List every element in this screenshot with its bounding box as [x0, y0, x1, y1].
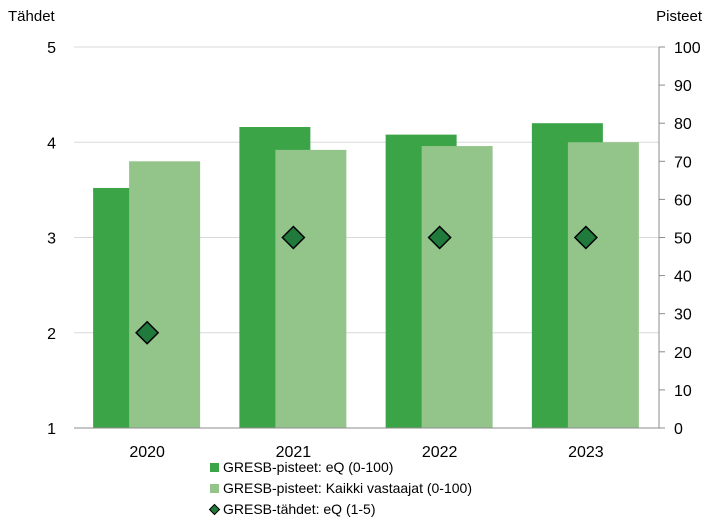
left-tick-label: 2	[47, 326, 56, 343]
legend-label: GRESB-pisteet: Kaikki vastaajat (0-100)	[223, 480, 472, 496]
left-tick-label: 1	[47, 421, 56, 438]
right-tick-label: 80	[674, 116, 692, 133]
legend-label: GRESB-pisteet: eQ (0-100)	[223, 459, 393, 475]
bar-all-2020	[129, 161, 201, 429]
right-tick-label: 40	[674, 269, 692, 286]
marker-stars-2020	[135, 320, 160, 345]
bar-all-2021	[275, 149, 347, 428]
right-tick-label: 20	[674, 345, 692, 362]
bar-all-2023	[567, 142, 639, 428]
category-label: 2022	[422, 444, 458, 461]
bar-all-2022	[421, 146, 493, 428]
marker-stars-2021	[281, 225, 306, 250]
legend-swatch	[208, 503, 221, 516]
left-tick-label: 3	[47, 231, 56, 248]
legend-label: GRESB-tähdet: eQ (1-5)	[223, 501, 376, 517]
right-tick-label: 100	[674, 40, 701, 57]
legend-swatch	[210, 463, 219, 472]
marker-stars-2022	[427, 225, 452, 250]
right-tick-label: 90	[674, 78, 692, 95]
legend: GRESB-pisteet: eQ (0-100) GRESB-pisteet: …	[208, 459, 472, 517]
right-tick-label: 60	[674, 192, 692, 209]
left-tick-label: 4	[47, 135, 56, 152]
right-axis-label: Pisteet	[656, 8, 703, 25]
legend-swatch	[210, 484, 219, 493]
star-markers	[135, 225, 598, 345]
right-tick-label: 10	[674, 383, 692, 400]
category-label: 2020	[129, 444, 165, 461]
right-tick-label: 30	[674, 307, 692, 324]
category-label: 2021	[276, 444, 312, 461]
left-tick-label: 5	[47, 40, 56, 57]
left-axis-label: Tähdet	[8, 8, 56, 25]
category-label: 2023	[568, 444, 604, 461]
right-tick-label: 70	[674, 154, 692, 171]
bars	[93, 123, 639, 429]
right-tick-label: 0	[674, 421, 683, 438]
right-tick-label: 50	[674, 231, 692, 248]
marker-stars-2023	[573, 225, 598, 250]
